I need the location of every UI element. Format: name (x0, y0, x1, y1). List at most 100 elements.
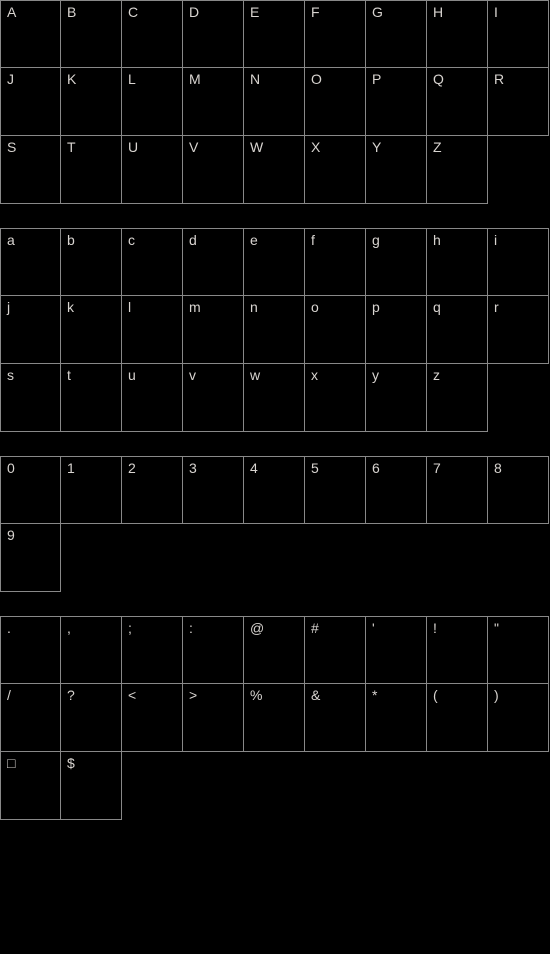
glyph: > (189, 688, 237, 702)
char-cell: w (244, 364, 305, 432)
char-cell: ; (122, 616, 183, 684)
row: □$ (0, 752, 550, 820)
char-cell: V (183, 136, 244, 204)
empty-cell (366, 524, 427, 592)
empty-cell (61, 524, 122, 592)
char-cell: W (244, 136, 305, 204)
group-digits: 0123456789 (0, 456, 550, 592)
char-cell: X (305, 136, 366, 204)
character-map: ABCDEFGHIJKLMNOPQRSTUVWXYZabcdefghijklmn… (0, 0, 550, 820)
char-cell: / (0, 684, 61, 752)
char-cell: k (61, 296, 122, 364)
glyph: O (311, 72, 359, 86)
glyph: ? (67, 688, 115, 702)
char-cell: O (305, 68, 366, 136)
glyph: s (7, 368, 54, 382)
glyph: & (311, 688, 359, 702)
glyph: w (250, 368, 298, 382)
empty-cell (427, 752, 488, 820)
char-cell: > (183, 684, 244, 752)
char-cell: b (61, 228, 122, 296)
char-cell: 1 (61, 456, 122, 524)
glyph: v (189, 368, 237, 382)
char-cell: E (244, 0, 305, 68)
glyph: / (7, 688, 54, 702)
glyph: L (128, 72, 176, 86)
row: /?<>%&*() (0, 684, 550, 752)
empty-cell (488, 752, 549, 820)
glyph: 8 (494, 461, 542, 475)
char-cell: K (61, 68, 122, 136)
char-cell: 3 (183, 456, 244, 524)
group-symbols: .,;:@#'!"/?<>%&*()□$ (0, 616, 550, 820)
glyph: l (128, 300, 176, 314)
glyph: j (7, 300, 54, 314)
glyph: " (494, 621, 542, 635)
glyph: , (67, 621, 115, 635)
glyph: r (494, 300, 542, 314)
empty-cell (305, 524, 366, 592)
char-cell: , (61, 616, 122, 684)
glyph: M (189, 72, 237, 86)
row: STUVWXYZ (0, 136, 550, 204)
char-cell: G (366, 0, 427, 68)
glyph: i (494, 233, 542, 247)
glyph: 0 (7, 461, 54, 475)
char-cell: g (366, 228, 427, 296)
glyph: A (7, 5, 54, 19)
char-cell: @ (244, 616, 305, 684)
glyph: 9 (7, 528, 54, 542)
glyph: k (67, 300, 115, 314)
char-cell: v (183, 364, 244, 432)
row: stuvwxyz (0, 364, 550, 432)
glyph: o (311, 300, 359, 314)
glyph: ; (128, 621, 176, 635)
char-cell: ? (61, 684, 122, 752)
glyph: Y (372, 140, 420, 154)
glyph: N (250, 72, 298, 86)
glyph: K (67, 72, 115, 86)
empty-cell (122, 524, 183, 592)
glyph: J (7, 72, 54, 86)
glyph: h (433, 233, 481, 247)
empty-cell (366, 752, 427, 820)
char-cell: : (183, 616, 244, 684)
char-cell: d (183, 228, 244, 296)
glyph: : (189, 621, 237, 635)
char-cell: " (488, 616, 549, 684)
char-cell: t (61, 364, 122, 432)
char-cell: u (122, 364, 183, 432)
empty-cell (244, 752, 305, 820)
glyph: G (372, 5, 420, 19)
char-cell: % (244, 684, 305, 752)
glyph: y (372, 368, 420, 382)
row: JKLMNOPQR (0, 68, 550, 136)
char-cell: m (183, 296, 244, 364)
glyph: 4 (250, 461, 298, 475)
char-cell: 4 (244, 456, 305, 524)
char-cell: o (305, 296, 366, 364)
char-cell: L (122, 68, 183, 136)
glyph: F (311, 5, 359, 19)
char-cell: 8 (488, 456, 549, 524)
glyph: d (189, 233, 237, 247)
row: .,;:@#'!" (0, 616, 550, 684)
char-cell: ) (488, 684, 549, 752)
empty-cell (488, 136, 549, 204)
empty-cell (244, 524, 305, 592)
glyph: . (7, 621, 54, 635)
char-cell: M (183, 68, 244, 136)
char-cell: Q (427, 68, 488, 136)
char-cell: H (427, 0, 488, 68)
glyph: S (7, 140, 54, 154)
char-cell: C (122, 0, 183, 68)
char-cell: r (488, 296, 549, 364)
glyph: D (189, 5, 237, 19)
group-uppercase: ABCDEFGHIJKLMNOPQRSTUVWXYZ (0, 0, 550, 204)
row: jklmnopqr (0, 296, 550, 364)
glyph: z (433, 368, 481, 382)
glyph: ) (494, 688, 542, 702)
char-cell: P (366, 68, 427, 136)
char-cell: 6 (366, 456, 427, 524)
char-cell: y (366, 364, 427, 432)
